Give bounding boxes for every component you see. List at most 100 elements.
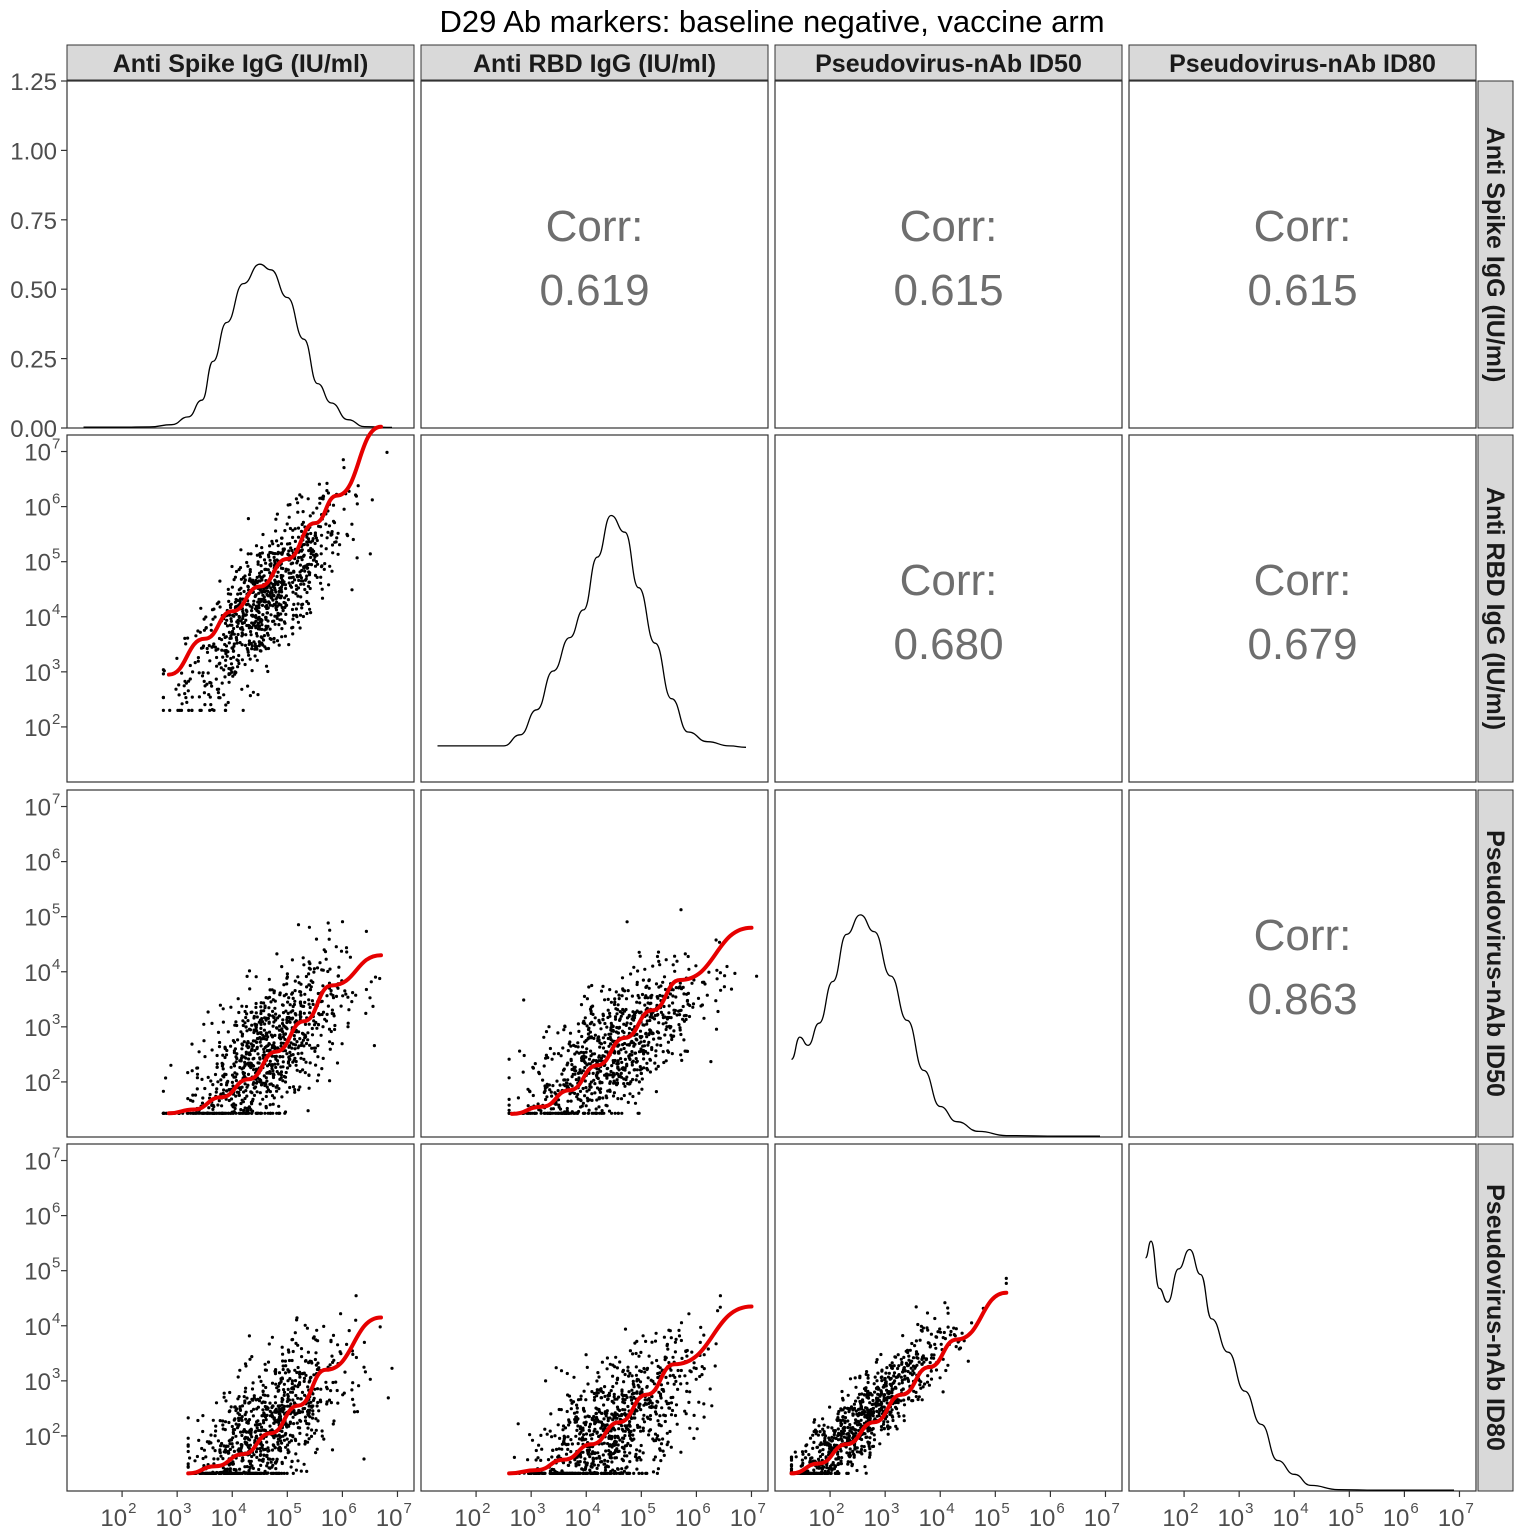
- scatter-point: [657, 1036, 661, 1040]
- scatter-point: [286, 1011, 290, 1016]
- scatter-point: [250, 1010, 254, 1014]
- scatter-point: [613, 1428, 617, 1432]
- scatter-point: [241, 1023, 245, 1028]
- scatter-point: [586, 1382, 590, 1386]
- scatter-point: [241, 611, 245, 616]
- scatter-point: [628, 1349, 633, 1353]
- scatter-point: [224, 635, 228, 639]
- scatter-point: [251, 580, 255, 585]
- scatter-point: [242, 1108, 246, 1113]
- scatter-point: [800, 1450, 805, 1454]
- scatter-point: [622, 1077, 626, 1081]
- scatter-point: [613, 1436, 617, 1440]
- scatter-point: [623, 1429, 627, 1433]
- scatter-point: [299, 555, 303, 559]
- scatter-point: [303, 1419, 308, 1423]
- scatter-point: [294, 1452, 298, 1456]
- scatter-point: [222, 1075, 226, 1079]
- scatter-point: [264, 1094, 268, 1099]
- scatter-point: [288, 1050, 292, 1054]
- scatter-point: [662, 1413, 666, 1417]
- scatter-point: [624, 1023, 628, 1027]
- scatter-point: [259, 1449, 263, 1453]
- scatter-point: [637, 1471, 641, 1475]
- scatter-point: [280, 1406, 284, 1410]
- scatter-point: [244, 1111, 248, 1115]
- scatter-point: [254, 1001, 258, 1006]
- scatter-point: [316, 1055, 320, 1059]
- scatter-point: [199, 606, 203, 610]
- scatter-point: [554, 1447, 559, 1451]
- scatter-point: [257, 1061, 261, 1065]
- scatter-point: [563, 1435, 567, 1440]
- scatter-point: [549, 1107, 553, 1111]
- scatter-point: [324, 1380, 328, 1384]
- scatter-point: [336, 531, 340, 535]
- scatter-point: [843, 1411, 847, 1415]
- scatter-point: [293, 989, 297, 993]
- scatter-point: [212, 607, 216, 611]
- scatter-point: [285, 972, 289, 976]
- scatter-point: [324, 957, 328, 961]
- scatter-point: [290, 1379, 294, 1383]
- scatter-point: [243, 1009, 247, 1014]
- scatter-point: [275, 1457, 279, 1461]
- scatter-point: [267, 1020, 271, 1024]
- scatter-point: [606, 997, 610, 1002]
- scatter-point: [268, 1401, 272, 1405]
- scatter-point: [266, 1071, 270, 1075]
- scatter-point: [197, 695, 201, 699]
- scatter-point: [536, 1456, 540, 1460]
- scatter-point: [718, 1294, 723, 1298]
- scatter-point: [193, 661, 197, 665]
- scatter-point: [298, 1370, 302, 1374]
- scatter-point: [242, 1040, 246, 1044]
- scatter-point: [207, 1106, 211, 1110]
- scatter-point: [702, 1016, 706, 1020]
- scatter-point: [296, 1052, 300, 1056]
- scatter-point: [257, 615, 261, 620]
- scatter-point: [549, 1412, 553, 1416]
- panel-0-2: [774, 80, 1123, 429]
- scatter-point: [313, 531, 317, 535]
- scatter-point: [281, 609, 285, 613]
- scatter-point: [607, 1073, 611, 1077]
- scatter-point: [262, 1028, 266, 1032]
- scatter-point: [267, 1449, 271, 1453]
- scatter-point: [265, 1079, 269, 1083]
- scatter-point: [286, 598, 290, 602]
- scatter-point: [658, 1392, 663, 1396]
- scatter-point: [646, 1376, 650, 1380]
- scatter-point: [633, 1051, 638, 1055]
- facet-strips: Anti Spike IgG (IU/ml) Anti RBD IgG (IU/m…: [66, 44, 1514, 1492]
- scatter-point: [268, 988, 272, 992]
- scatter-point: [717, 940, 722, 944]
- scatter-point: [632, 1428, 636, 1432]
- scatter-point: [625, 920, 629, 924]
- scatter-point: [580, 1045, 585, 1049]
- scatter-point: [675, 959, 679, 963]
- scatter-point: [656, 1419, 660, 1423]
- scatter-point: [223, 1055, 227, 1060]
- scatter-point: [607, 1444, 612, 1448]
- scatter-point: [283, 1456, 288, 1460]
- right-strip-0: [1477, 80, 1514, 429]
- scatter-point: [671, 1001, 675, 1005]
- scatter-point: [268, 637, 272, 641]
- scatter-point: [880, 1379, 884, 1383]
- scatter-point: [569, 1450, 573, 1454]
- scatter-point: [574, 1462, 578, 1466]
- scatter-point: [246, 564, 250, 568]
- scatter-point: [261, 1383, 265, 1387]
- scatter-point: [328, 564, 332, 568]
- scatter-point: [587, 1057, 592, 1061]
- scatter-point: [592, 1391, 596, 1396]
- scatter-point: [303, 1022, 308, 1026]
- scatter-point: [639, 1350, 643, 1354]
- scatter-point: [305, 611, 309, 616]
- scatter-point: [604, 1094, 608, 1098]
- scatter-point: [229, 1065, 233, 1069]
- scatter-point: [249, 552, 253, 556]
- density-curve-3: [1144, 1240, 1454, 1491]
- scatter-point: [948, 1333, 953, 1337]
